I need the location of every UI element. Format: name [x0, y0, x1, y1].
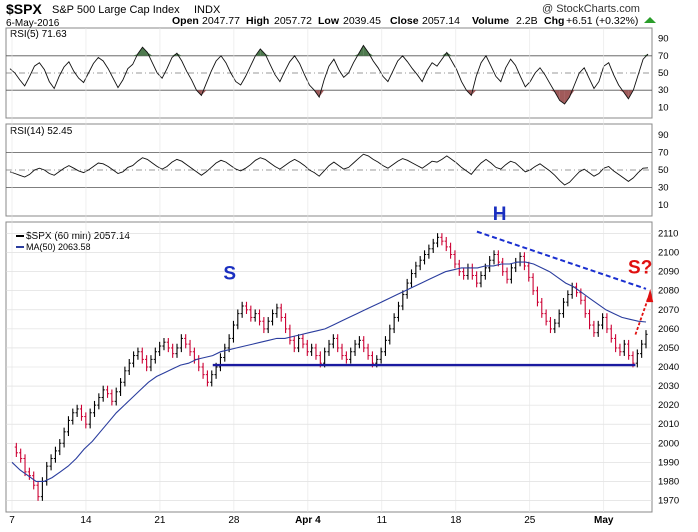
chg-label: Chg	[544, 15, 564, 27]
price-ytick-1980: 1980	[658, 476, 679, 487]
volume-value: 2.2B	[516, 15, 538, 27]
rsi14-title: RSI(14) 52.45	[10, 126, 73, 137]
high-value: 2057.72	[274, 15, 312, 27]
volume-label: Volume	[472, 15, 509, 27]
rsi5-ytick-30: 30	[658, 85, 669, 96]
x-tick-label-0: 7	[9, 515, 15, 526]
price-ytick-2000: 2000	[658, 438, 679, 449]
rsi5-ytick-90: 90	[658, 34, 669, 45]
close-label: Close	[390, 15, 419, 27]
rsi5-overbought-fill	[142, 47, 148, 56]
x-tick-label-8: May	[594, 515, 614, 526]
rsi5-overbought-fill	[265, 54, 271, 56]
price-ytick-2070: 2070	[658, 305, 679, 316]
rsi14-ytick-10: 10	[658, 200, 669, 211]
resistance-trendline	[476, 230, 647, 290]
price-legend: $SPX (60 min) 2057.14 MA(50) 2063.58	[16, 231, 130, 252]
rsi5-ytick-50: 50	[658, 68, 669, 79]
x-tick-label-4: Apr 4	[295, 515, 321, 526]
rsi5-oversold-fill	[559, 90, 565, 104]
price-ytick-1970: 1970	[658, 495, 679, 506]
open-value: 2047.77	[202, 15, 240, 27]
projection-arrow-line	[634, 298, 649, 335]
rsi5-overbought-fill	[171, 53, 177, 56]
annotation-right-shoulder: S?	[628, 258, 652, 279]
projection-arrow-head-icon	[646, 288, 654, 303]
high-label: High	[246, 15, 269, 27]
price-ytick-2060: 2060	[658, 324, 679, 335]
rsi5-oversold-fill	[569, 90, 575, 98]
price-legend-label: $SPX (60 min) 2057.14	[26, 231, 130, 242]
price-ytick-2090: 2090	[658, 267, 679, 278]
index-name-label: S&P 500 Large Cap Index	[52, 4, 180, 16]
price-ytick-2020: 2020	[658, 400, 679, 411]
symbol-label: $SPX	[6, 1, 42, 17]
rsi5-oversold-fill	[564, 90, 570, 104]
rsi5-line	[9, 44, 649, 105]
price-ytick-2030: 2030	[658, 381, 679, 392]
price-ytick-2040: 2040	[658, 362, 679, 373]
ma-legend-label: MA(50) 2063.58	[26, 242, 91, 252]
price-ytick-2050: 2050	[658, 343, 679, 354]
price-ytick-1990: 1990	[658, 457, 679, 468]
rsi5-overbought-fill	[132, 54, 138, 56]
x-tick-label-1: 14	[80, 515, 92, 526]
watermark: @ StockCharts.com	[542, 3, 640, 15]
rsi5-overbought-fill	[363, 45, 369, 56]
x-tick-label-5: 11	[377, 515, 388, 526]
rsi5-oversold-fill	[549, 90, 555, 92]
x-tick-label-2: 21	[154, 515, 166, 526]
rsi14-ytick-70: 70	[658, 147, 669, 158]
close-value: 2057.14	[422, 15, 460, 27]
rsi14-ytick-90: 90	[658, 130, 669, 141]
x-tick-label-3: 28	[228, 515, 240, 526]
rsi14-ytick-50: 50	[658, 165, 669, 176]
price-ytick-2100: 2100	[658, 248, 679, 259]
price-ytick-2080: 2080	[658, 286, 679, 297]
low-label: Low	[318, 15, 340, 27]
price-ytick-2010: 2010	[658, 419, 679, 430]
rsi5-ytick-10: 10	[658, 102, 669, 113]
x-tick-label-6: 18	[450, 515, 462, 526]
rsi5-title: RSI(5) 71.63	[10, 29, 67, 40]
up-arrow-icon	[644, 17, 656, 23]
rsi14-line	[9, 153, 649, 186]
rsi5-ytick-70: 70	[658, 51, 669, 62]
ma50-line	[11, 261, 647, 482]
date-label: 6-May-2016	[6, 18, 60, 29]
rsi5-overbought-fill	[441, 52, 447, 56]
annotation-left-shoulder: S	[223, 263, 236, 284]
annotation-head: H	[493, 204, 507, 225]
rsi14-ytick-30: 30	[658, 183, 669, 194]
chg-value: +6.51 (+0.32%)	[566, 15, 638, 27]
exchange-label: INDX	[194, 4, 221, 16]
x-tick-label-7: 25	[524, 515, 536, 526]
low-value: 2039.45	[343, 15, 381, 27]
open-label: Open	[172, 15, 199, 27]
price-ytick-2110: 2110	[658, 229, 678, 240]
